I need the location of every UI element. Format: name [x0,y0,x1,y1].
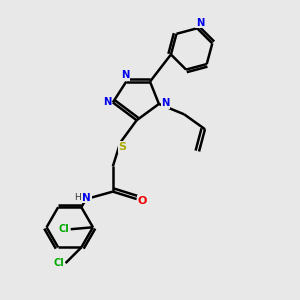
Text: N: N [121,70,130,80]
Text: S: S [119,142,127,152]
Text: Cl: Cl [54,258,64,268]
Text: N: N [196,18,204,28]
Text: N: N [103,97,111,106]
Text: O: O [138,196,147,206]
Text: H: H [74,193,81,202]
Text: N: N [82,193,91,202]
Text: N: N [161,98,169,108]
Text: Cl: Cl [59,224,70,234]
